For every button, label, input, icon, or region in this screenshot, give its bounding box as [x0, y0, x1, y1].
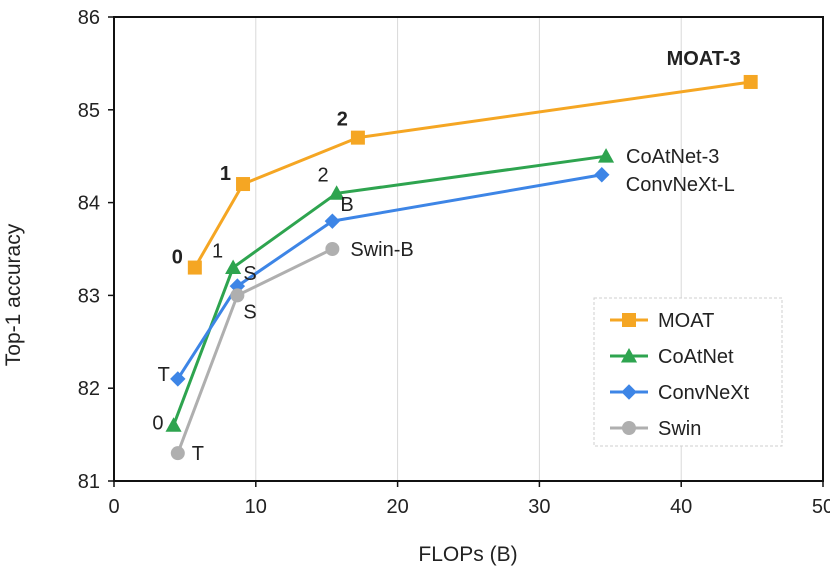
data-label-coatnet: CoAtNet-3 [626, 146, 719, 168]
legend-label: CoAtNet [658, 346, 734, 368]
data-label-convnext: ConvNeXt-L [626, 174, 735, 196]
legend-marker [621, 384, 637, 400]
y-tick-label: 83 [78, 285, 100, 307]
y-axis-title: Top-1 accuracy [2, 223, 25, 366]
data-point-convnext [324, 213, 341, 229]
data-point-moat [187, 260, 202, 275]
data-label-coatnet: 2 [318, 164, 329, 186]
series-convnext [170, 167, 610, 387]
data-point-convnext [170, 371, 186, 387]
data-point-moat [350, 130, 365, 145]
data-point-moat [743, 74, 758, 89]
data-point-swin [230, 288, 245, 303]
legend-item-coatnet: CoAtNet [610, 346, 734, 368]
data-point-coatnet [328, 185, 345, 200]
y-tick-label: 85 [78, 100, 100, 122]
legend-marker [622, 313, 636, 327]
data-label-swin: T [192, 443, 204, 465]
y-tick-label: 81 [78, 471, 100, 493]
x-tick-label: 50 [812, 496, 830, 518]
data-point-coatnet [165, 417, 182, 432]
legend: MOAT CoAtNet ConvNeXt Swin [593, 297, 783, 447]
y-tick-label: 86 [78, 7, 100, 29]
data-point-swin [325, 242, 340, 256]
legend-label: ConvNeXt [658, 382, 750, 404]
x-tick-label: 20 [386, 496, 408, 518]
x-tick-label: 10 [245, 496, 267, 518]
x-tick-label: 0 [108, 496, 119, 518]
data-label-moat: 0 [172, 247, 183, 269]
x-tick-label: 30 [528, 496, 550, 518]
data-point-moat [236, 177, 251, 192]
data-label-convnext: B [340, 194, 353, 216]
series-swin [170, 242, 340, 461]
data-label-convnext: S [243, 263, 256, 285]
data-point-coatnet [225, 259, 242, 274]
data-label-coatnet: 0 [152, 412, 163, 434]
data-label-swin: S [243, 301, 256, 323]
data-label-moat: MOAT-3 [667, 48, 741, 70]
legend-label: Swin [658, 418, 701, 440]
legend-marker [622, 421, 636, 435]
data-label-moat: 2 [337, 109, 348, 131]
series-coatnet [165, 148, 615, 432]
legend-marker [620, 347, 638, 363]
data-point-swin [170, 446, 185, 461]
legend-item-swin: Swin [610, 418, 701, 440]
data-label-convnext: T [158, 364, 170, 386]
series-line-convnext [176, 173, 603, 380]
y-tick-label: 84 [78, 193, 100, 215]
point-labels: 0 1 2 MOAT-3 0 1 2 CoAtNet-3 T S B ConvNeXt-L T S Swin… [152, 48, 740, 465]
x-tick-label: 40 [670, 496, 692, 518]
legend-item-convnext: ConvNeXt [610, 382, 750, 404]
legend-label: MOAT [658, 310, 714, 332]
data-label-swin: Swin-B [350, 239, 413, 261]
legend-item-moat: MOAT [610, 310, 714, 332]
plot-frame [113, 16, 824, 482]
data-label-coatnet: 1 [212, 241, 223, 263]
series [165, 74, 758, 461]
data-point-convnext [229, 278, 246, 294]
series-moat [187, 74, 758, 275]
series-line-coatnet [172, 154, 607, 426]
series-line-moat [193, 80, 751, 269]
x-axis-title: FLOPs (B) [418, 543, 517, 566]
data-label-moat: 1 [220, 163, 231, 185]
y-tick-label: 82 [78, 378, 100, 400]
data-point-convnext [594, 167, 610, 183]
data-point-coatnet [597, 148, 615, 163]
